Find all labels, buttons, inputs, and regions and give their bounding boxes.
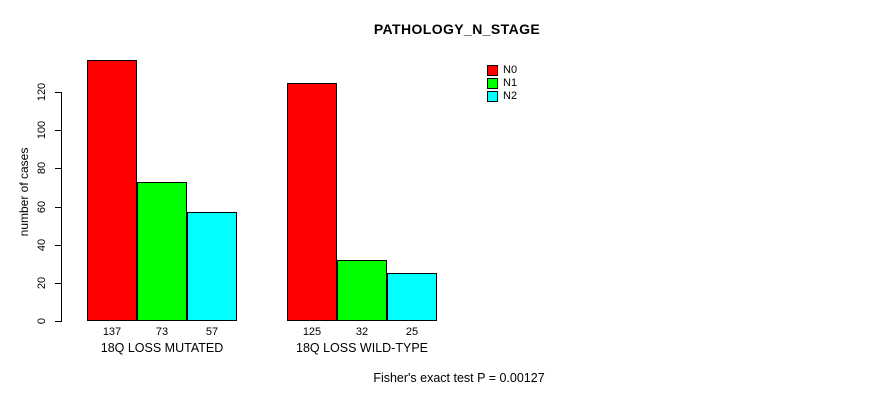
y-tick-label: 120 xyxy=(36,82,48,102)
legend: N0 N1 N2 xyxy=(487,64,517,103)
bar-value-label: 125 xyxy=(302,326,322,338)
group-label: 18Q LOSS MUTATED xyxy=(100,341,224,355)
y-tick-label: 80 xyxy=(36,162,48,175)
legend-item-n0: N0 xyxy=(487,64,517,76)
bar-value-label: 32 xyxy=(355,326,369,338)
legend-label: N2 xyxy=(503,90,518,102)
bar-value-label: 57 xyxy=(205,326,219,338)
y-tick-mark xyxy=(55,321,61,322)
bar-n0-group2 xyxy=(287,82,337,321)
chart-title: PATHOLOGY_N_STAGE xyxy=(373,21,541,37)
y-axis-line xyxy=(61,92,62,322)
y-tick-label: 40 xyxy=(36,238,48,251)
fisher-test-caption: Fisher's exact test P = 0.00127 xyxy=(373,371,545,385)
bar-n0-group1 xyxy=(87,59,137,321)
legend-swatch-n1 xyxy=(487,77,498,89)
bar-n1-group2 xyxy=(337,259,387,321)
bar-value-label: 25 xyxy=(405,326,419,338)
bar-value-label: 73 xyxy=(155,326,169,338)
y-tick-label: 20 xyxy=(36,276,48,289)
y-tick-mark xyxy=(55,168,61,170)
bar-n2-group1 xyxy=(187,212,237,321)
y-tick-label: 60 xyxy=(36,200,48,213)
legend-label: N0 xyxy=(503,64,518,76)
legend-swatch-n2 xyxy=(487,90,498,102)
legend-swatch-n0 xyxy=(487,64,498,76)
bar-value-label: 137 xyxy=(102,326,122,338)
legend-item-n1: N1 xyxy=(487,77,517,89)
y-tick-mark xyxy=(55,206,61,208)
bar-n2-group2 xyxy=(387,273,437,321)
y-tick-mark xyxy=(55,92,61,94)
group-label: 18Q LOSS WILD-TYPE xyxy=(296,341,428,355)
legend-item-n2: N2 xyxy=(487,90,517,102)
bar-n1-group1 xyxy=(137,181,187,321)
y-tick-mark xyxy=(55,282,61,284)
y-tick-mark xyxy=(55,244,61,246)
y-tick-label: 100 xyxy=(36,121,48,140)
y-tick-mark xyxy=(55,130,61,132)
y-tick-label: 0 xyxy=(36,317,48,325)
legend-label: N1 xyxy=(503,77,518,89)
